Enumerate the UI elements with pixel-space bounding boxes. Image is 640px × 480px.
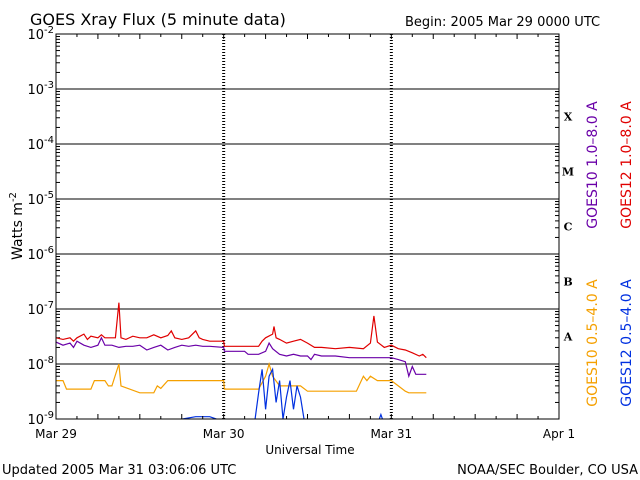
legend-entry: GOES12 1.0–8.0 A [619,101,635,229]
begin-label: Begin: 2005 Mar 29 0000 UTC [405,15,600,30]
y-tick-label: 10-3 [27,80,54,98]
legend-entry: GOES12 0.5–4.0 A [619,279,635,407]
flare-class-b: B [563,276,572,289]
series-goes10-0-5-4-0-a-line [56,361,427,394]
credit-label: NOAA/SEC Boulder, CO USA [457,463,638,478]
y-axis-label-group: Watts m-2 [8,192,26,260]
x-tick-labels: Mar 29 Mar 30 Mar 31 Apr 1 [35,34,575,441]
y-tick-label: 10-9 [27,410,54,428]
y-tick-labels: 10-9 10-8 10-7 10-6 10-5 10-4 10-3 10-2 [27,25,54,428]
series-goes12-1-0-8-0-a-line [56,302,427,359]
legend: GOES10 1.0–8.0 A GOES12 1.0–8.0 A GOES10 0… [585,101,635,407]
flare-class-x: X [564,111,573,124]
x-tick-label: Apr 1 [543,427,575,441]
plot-frame [55,33,560,420]
flare-class-c: C [564,221,573,234]
series-lines [56,302,427,419]
updated-label: Updated 2005 Mar 31 03:06:06 UTC [2,463,236,478]
grid-lines [56,36,559,403]
x-tick-label: Mar 30 [203,427,245,441]
series-goes12-0-5-4-0-a-line [129,367,384,419]
x-axis-label: Universal Time [265,443,354,457]
y-tick-label: 10-4 [27,135,54,153]
y-axis-label: Watts m-2 [8,192,26,260]
y-tick-label: 10-7 [27,300,54,318]
series-goes10-1-0-8-0-a-line [56,336,427,379]
chart-title: GOES Xray Flux (5 minute data) [30,10,286,29]
flare-class-a: A [563,331,573,344]
y-tick-label: 10-6 [27,245,54,263]
y-tick-label: 10-2 [27,25,54,43]
y-tick-label: 10-8 [27,355,54,373]
y-tick-label: 10-5 [27,190,54,208]
day-separators [222,34,393,419]
legend-entry: GOES10 1.0–8.0 A [585,101,601,229]
x-tick-label: Mar 29 [35,427,77,441]
y-axis-label-sup: -2 [8,192,19,202]
y-axis-label-text: Watts m [10,202,26,260]
legend-entry: GOES10 0.5–4.0 A [585,279,601,407]
flare-class-m: M [562,166,574,179]
flare-class-labels: A B C M X [562,111,574,344]
x-tick-label: Mar 31 [370,427,412,441]
